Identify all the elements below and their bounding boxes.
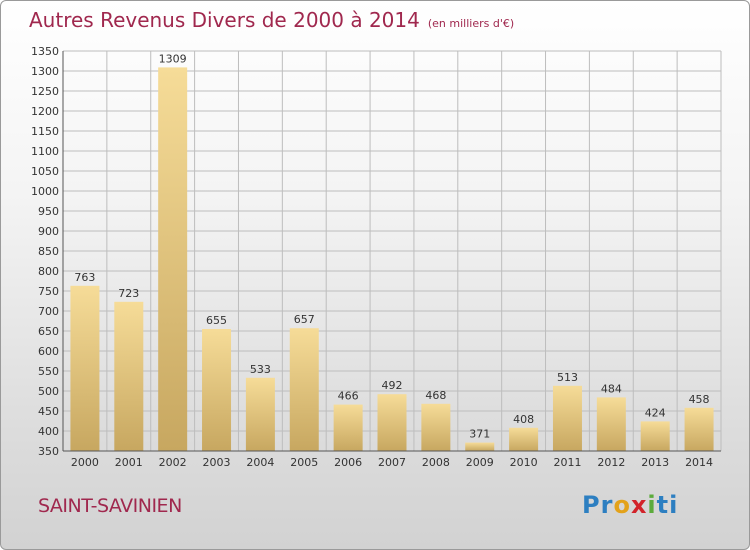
x-tick-label: 2007	[378, 456, 406, 469]
data-labels: 763 723 1309 655 533 657 466 492 468 371 408 513 484…	[74, 52, 709, 440]
y-tick-label: 600	[38, 345, 59, 358]
y-tick-label: 450	[38, 405, 59, 418]
bar	[421, 403, 451, 451]
bar	[289, 328, 319, 451]
bar-value-label: 1309	[159, 52, 187, 65]
y-tick-label: 1000	[31, 185, 59, 198]
x-tick-label: 2011	[553, 456, 581, 469]
y-tick-label: 350	[38, 445, 59, 458]
bar-value-label: 657	[294, 313, 315, 326]
y-tick-label: 1350	[31, 45, 59, 58]
x-tick-label: 2004	[246, 456, 274, 469]
x-tick-label: 2014	[685, 456, 713, 469]
bar-value-label: 466	[338, 390, 359, 403]
x-tick-label: 2003	[203, 456, 231, 469]
bar-value-label: 655	[206, 314, 227, 327]
y-tick-label: 500	[38, 385, 59, 398]
bar	[465, 442, 495, 451]
bar	[70, 285, 100, 451]
y-tick-label: 1050	[31, 165, 59, 178]
bar-value-label: 468	[425, 389, 446, 402]
bar-value-label: 424	[645, 406, 666, 419]
bar	[158, 67, 188, 452]
x-tick-label: 2010	[510, 456, 538, 469]
bar	[202, 329, 232, 451]
bar-value-label: 408	[513, 413, 534, 426]
bar-value-label: 723	[118, 287, 139, 300]
bar-value-label: 763	[74, 271, 95, 284]
y-tick-label: 1200	[31, 105, 59, 118]
chart-title-main: Autres Revenus Divers de 2000 à 2014	[29, 8, 420, 32]
logo-part: i	[647, 491, 657, 519]
logo-part: x	[630, 491, 648, 519]
y-tick-label: 650	[38, 325, 59, 338]
y-tick-label: 900	[38, 225, 59, 238]
y-tick-label: 750	[38, 285, 59, 298]
y-tick-label: 950	[38, 205, 59, 218]
bar	[552, 385, 582, 451]
commune-name: SAINT-SAVINIEN	[38, 495, 182, 517]
bar	[377, 394, 407, 451]
y-tick-label: 1250	[31, 85, 59, 98]
bar	[333, 404, 363, 451]
y-tick-label: 1100	[31, 145, 59, 158]
x-tick-label: 2005	[290, 456, 318, 469]
x-tick-label: 2002	[159, 456, 187, 469]
bar-value-label: 513	[557, 371, 578, 384]
axes: 350 400 450 500 550 600 650 700 750 800 850 900 950 1…	[31, 45, 721, 469]
bar	[245, 377, 275, 451]
x-tick-label: 2012	[597, 456, 625, 469]
y-tick-label: 400	[38, 425, 59, 438]
bar-value-label: 458	[689, 393, 710, 406]
proxiti-logo[interactable]: Proxiti	[582, 491, 678, 519]
logo-part: Pr	[582, 491, 614, 519]
bar	[640, 421, 670, 451]
x-tick-label: 2001	[115, 456, 143, 469]
x-tick-label: 2009	[466, 456, 494, 469]
logo-part: o	[613, 491, 631, 519]
bars	[70, 67, 714, 452]
bar-value-label: 533	[250, 363, 271, 376]
chart-title: Autres Revenus Divers de 2000 à 2014 (en …	[29, 8, 514, 32]
x-tick-label: 2006	[334, 456, 362, 469]
bar-value-label: 484	[601, 382, 622, 395]
bar	[509, 427, 539, 451]
bar	[114, 301, 144, 451]
bar-value-label: 492	[382, 379, 403, 392]
chart-subtitle: (en milliers d'€)	[427, 17, 515, 30]
bar-value-label: 371	[469, 428, 490, 441]
y-tick-label: 550	[38, 365, 59, 378]
x-tick-label: 2013	[641, 456, 669, 469]
y-tick-label: 800	[38, 265, 59, 278]
y-tick-label: 1150	[31, 125, 59, 138]
y-tick-label: 1300	[31, 65, 59, 78]
x-tick-label: 2000	[71, 456, 99, 469]
bar	[684, 407, 714, 451]
y-tick-label: 700	[38, 305, 59, 318]
x-tick-label: 2008	[422, 456, 450, 469]
logo-part: ti	[656, 491, 679, 519]
bar	[596, 397, 626, 451]
y-tick-label: 850	[38, 245, 59, 258]
